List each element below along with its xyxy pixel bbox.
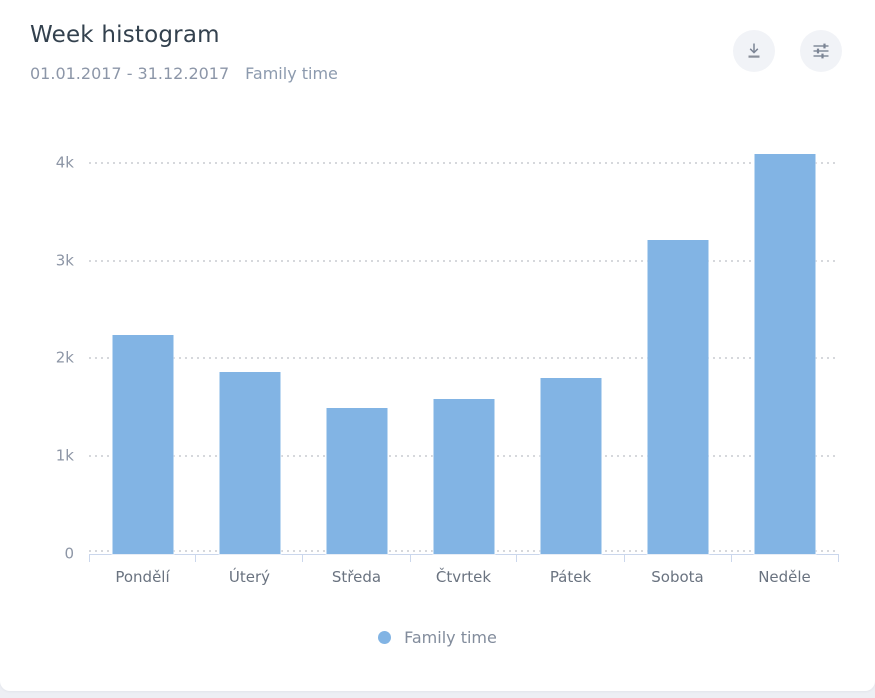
y-axis-label: 1k (55, 446, 74, 465)
x-axis: Pondělí Úterý Středa Čtvrtek Pátek Sobota Nedě… (89, 554, 838, 596)
bar-sobota[interactable] (647, 240, 708, 554)
legend: Family time (0, 628, 875, 647)
x-axis-label: Sobota (651, 568, 704, 586)
x-axis-tick (302, 554, 304, 562)
legend-item-family-time[interactable]: Family time (378, 628, 497, 647)
page-title: Week histogram (30, 22, 220, 48)
y-axis-label: 4k (55, 153, 74, 172)
x-axis-label: Pondělí (115, 568, 170, 586)
bar-úterý[interactable] (219, 372, 280, 554)
x-axis-label: Pátek (549, 568, 592, 586)
y-axis-label: 2k (55, 348, 74, 367)
x-axis-label: Čtvrtek (435, 568, 492, 586)
y-axis: 0 1k 2k 3k 4k (0, 140, 74, 561)
x-axis-tick (623, 554, 625, 562)
bar-středa[interactable] (326, 408, 387, 554)
x-axis-tick (516, 554, 518, 562)
x-axis-tick (88, 554, 90, 562)
week-histogram-chart: 0 1k 2k 3k 4k Pondělí Úterý Středa Čtvrtek Pátek… (0, 140, 875, 610)
gridline (89, 357, 838, 359)
x-axis-label: Úterý (228, 568, 271, 586)
legend-label: Family time (404, 628, 497, 647)
x-axis-tick (409, 554, 411, 562)
sliders-icon (813, 43, 829, 59)
y-axis-label: 0 (64, 544, 74, 563)
chart-subtitle: 01.01.2017 - 31.12.2017 Family time (30, 64, 338, 83)
plot-area (88, 140, 839, 562)
y-axis-label: 3k (55, 251, 74, 270)
x-axis-tick (837, 554, 839, 562)
x-axis-label: Neděle (758, 568, 811, 586)
chart-settings-button[interactable] (800, 30, 842, 72)
x-axis-label: Středa (331, 568, 382, 586)
date-range: 01.01.2017 - 31.12.2017 (30, 64, 230, 83)
bar-pátek[interactable] (540, 378, 601, 554)
download-icon (748, 43, 760, 58)
bar-čtvrtek[interactable] (433, 399, 494, 554)
legend-marker (378, 631, 392, 644)
header-actions (733, 30, 842, 72)
x-axis-tick (195, 554, 197, 562)
gridline (89, 260, 838, 262)
bar-pondělí[interactable] (112, 335, 173, 554)
download-button[interactable] (733, 30, 775, 72)
gridline (89, 162, 838, 164)
series-filter-label: Family time (245, 64, 338, 83)
bar-neděle[interactable] (754, 154, 815, 554)
x-axis-tick (730, 554, 732, 562)
